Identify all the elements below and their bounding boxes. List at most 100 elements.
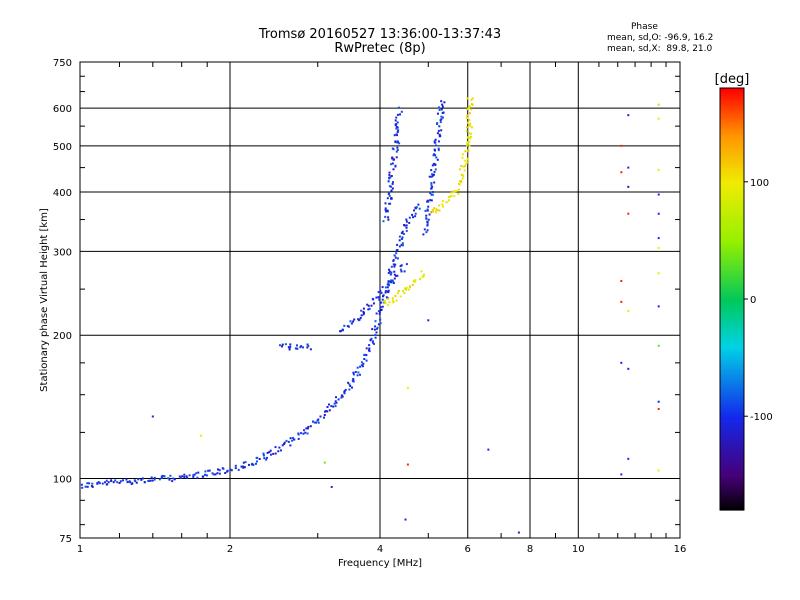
colorbar-segment: [720, 334, 744, 338]
trace-point: [168, 478, 171, 481]
trace-point: [392, 299, 394, 302]
trace-point: [285, 439, 288, 442]
trace-point: [395, 299, 398, 302]
trace-point: [381, 298, 384, 301]
trace-point: [396, 131, 399, 133]
trace-point: [360, 361, 363, 364]
trace-point: [300, 345, 303, 348]
trace-point: [169, 474, 172, 477]
trace-point: [218, 469, 221, 472]
trace-point: [396, 146, 399, 149]
trace-point: [333, 402, 336, 405]
trace-point: [438, 133, 441, 136]
echo-point: [427, 319, 430, 322]
trace-point: [392, 280, 395, 283]
colorbar-segment: [720, 223, 744, 227]
trace-point: [401, 236, 404, 239]
trace-point: [193, 473, 196, 476]
trace-point: [340, 394, 343, 397]
trace-point: [465, 130, 468, 133]
trace-point: [392, 168, 395, 171]
echo-point: [657, 247, 660, 250]
trace-point: [291, 439, 294, 442]
echo-point: [620, 171, 623, 174]
trace-point: [303, 429, 305, 432]
echo-point: [657, 344, 660, 347]
trace-point: [388, 284, 390, 287]
colorbar-unit-label: [deg]: [715, 72, 750, 87]
colorbar-segment: [720, 259, 744, 263]
trace-point: [386, 286, 389, 289]
trace-point: [433, 181, 436, 184]
trace-point: [405, 218, 408, 221]
colorbar-segment: [720, 355, 744, 359]
colorbar-segment: [720, 200, 744, 204]
trace-point: [288, 348, 291, 351]
x-tick-label: 4: [377, 544, 383, 555]
trace-point: [192, 474, 195, 477]
trace-point: [363, 312, 365, 315]
trace-point: [302, 346, 304, 349]
trace-point: [205, 474, 208, 477]
trace-point: [306, 432, 309, 435]
trace-point: [396, 140, 399, 143]
chart-title-line2: RwPretec (8p): [334, 41, 426, 56]
trace-point: [347, 381, 350, 384]
colorbar-segment: [720, 343, 744, 347]
trace-point: [399, 295, 402, 298]
colorbar-segment: [720, 198, 744, 202]
trace-point: [395, 252, 398, 255]
colorbar-segment: [720, 348, 744, 352]
trace-point: [306, 346, 309, 349]
colorbar-segment: [720, 474, 744, 478]
trace-point: [466, 144, 469, 147]
trace-point: [373, 342, 375, 345]
trace-point: [107, 481, 110, 484]
trace-point: [377, 323, 380, 326]
trace-point: [270, 453, 272, 456]
trace-point: [387, 218, 390, 221]
trace-point: [361, 365, 364, 368]
trace-point: [431, 186, 434, 188]
trace-point: [414, 212, 417, 215]
trace-point: [101, 482, 104, 485]
colorbar-segment: [720, 99, 744, 103]
trace-point: [441, 200, 444, 202]
trace-point: [217, 468, 219, 471]
trace-point: [315, 421, 318, 424]
trace-point: [435, 144, 437, 147]
trace-point: [395, 127, 398, 130]
colorbar-segment: [720, 413, 744, 417]
colorbar-segment: [720, 127, 744, 131]
trace-point: [387, 271, 390, 274]
trace-point: [330, 405, 333, 408]
trace-point: [440, 115, 443, 118]
colorbar-segment: [720, 357, 744, 361]
trace-point: [98, 482, 101, 485]
trace-point: [325, 410, 328, 412]
trace-point: [105, 479, 108, 482]
colorbar-segment: [720, 495, 744, 499]
trace-point: [388, 176, 390, 179]
colorbar-segment: [720, 282, 744, 286]
colorbar-segment: [720, 404, 744, 408]
trace-point: [374, 320, 377, 323]
trace-point: [425, 214, 428, 217]
trace-point: [368, 344, 371, 347]
trace-point: [435, 209, 438, 212]
trace-point: [457, 192, 460, 195]
trace-point: [363, 358, 366, 360]
trace-point: [401, 230, 404, 233]
trace-point: [349, 320, 352, 323]
colorbar-segment: [720, 313, 744, 317]
trace-point: [368, 349, 370, 352]
colorbar-segment: [720, 484, 744, 488]
trace-point: [375, 312, 378, 315]
trace-point: [352, 378, 355, 380]
trace-point: [122, 479, 124, 482]
trace-point: [380, 309, 383, 311]
x-tick-label: 1: [77, 544, 83, 555]
trace-point: [467, 107, 469, 110]
trace-point: [178, 475, 181, 478]
trace-point: [411, 213, 414, 216]
